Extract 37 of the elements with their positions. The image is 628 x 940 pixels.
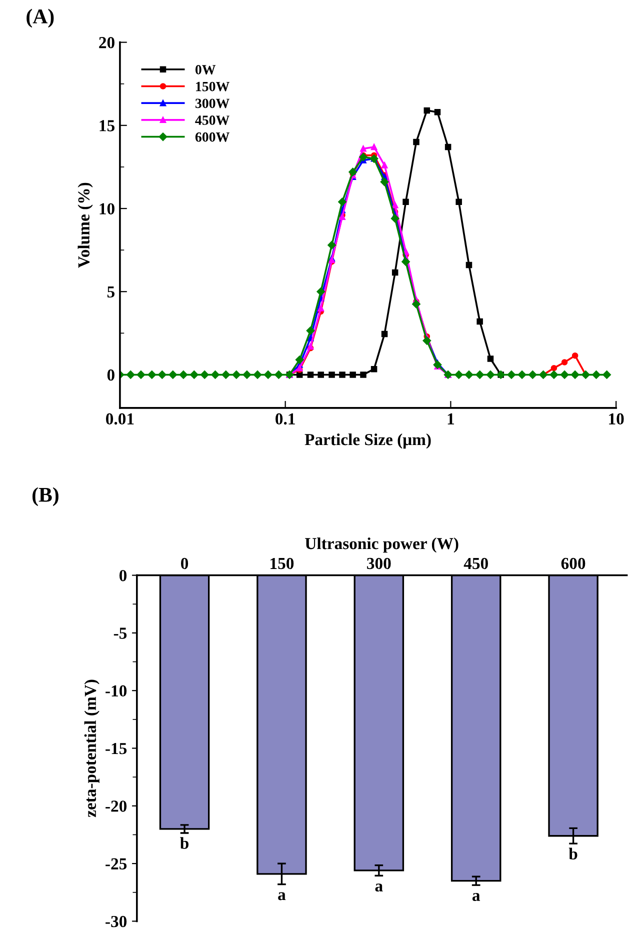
x-axis-title: Ultrasonic power (W) <box>305 537 458 553</box>
y-axis-title: Volume (%) <box>78 182 93 268</box>
x-tick-label: 0.1 <box>276 413 295 425</box>
y-tick-label: -10 <box>106 685 127 697</box>
y-axis-title: zeta-potential (mV) <box>84 680 100 818</box>
y-tick-label: -20 <box>106 800 127 812</box>
annotation: a <box>472 893 480 902</box>
y-tick-label: -15 <box>106 743 127 754</box>
annotation: a <box>375 884 383 892</box>
x-tick-label: 150 <box>270 558 294 570</box>
y-tick-label: -25 <box>106 858 127 870</box>
x-tick-label: 300 <box>367 558 391 570</box>
chart-title: (B) <box>32 487 58 506</box>
x-tick-label: 0.01 <box>106 413 134 425</box>
y-tick-label: -30 <box>106 916 127 928</box>
y-tick-label: -5 <box>114 628 127 639</box>
y-tick-label: 5 <box>107 286 114 298</box>
annotation: b <box>568 848 578 860</box>
annotation: a <box>278 892 286 900</box>
y-tick-label: 10 <box>100 203 114 214</box>
x-tick-label: 600 <box>561 558 586 570</box>
legend-label: 0W <box>195 65 216 74</box>
x-tick-label: 0 <box>180 558 188 570</box>
legend-label: 300W <box>195 98 230 108</box>
x-tick-label: 450 <box>464 558 488 570</box>
legend-label: 150W <box>196 82 230 92</box>
chart-title: (A) <box>26 8 54 28</box>
x-axis-title: Particle Size (μm) <box>304 433 431 449</box>
x-tick-label: 10 <box>609 413 624 425</box>
legend-label: 450W <box>195 116 230 125</box>
y-tick-label: 15 <box>100 120 114 132</box>
annotation: b <box>180 837 188 849</box>
legend-label: 600W <box>195 132 230 142</box>
y-tick-label: 20 <box>99 37 114 48</box>
y-tick-label: 0 <box>107 369 114 381</box>
x-tick-label: 1 <box>448 413 454 424</box>
y-tick-label: 0 <box>119 570 127 582</box>
